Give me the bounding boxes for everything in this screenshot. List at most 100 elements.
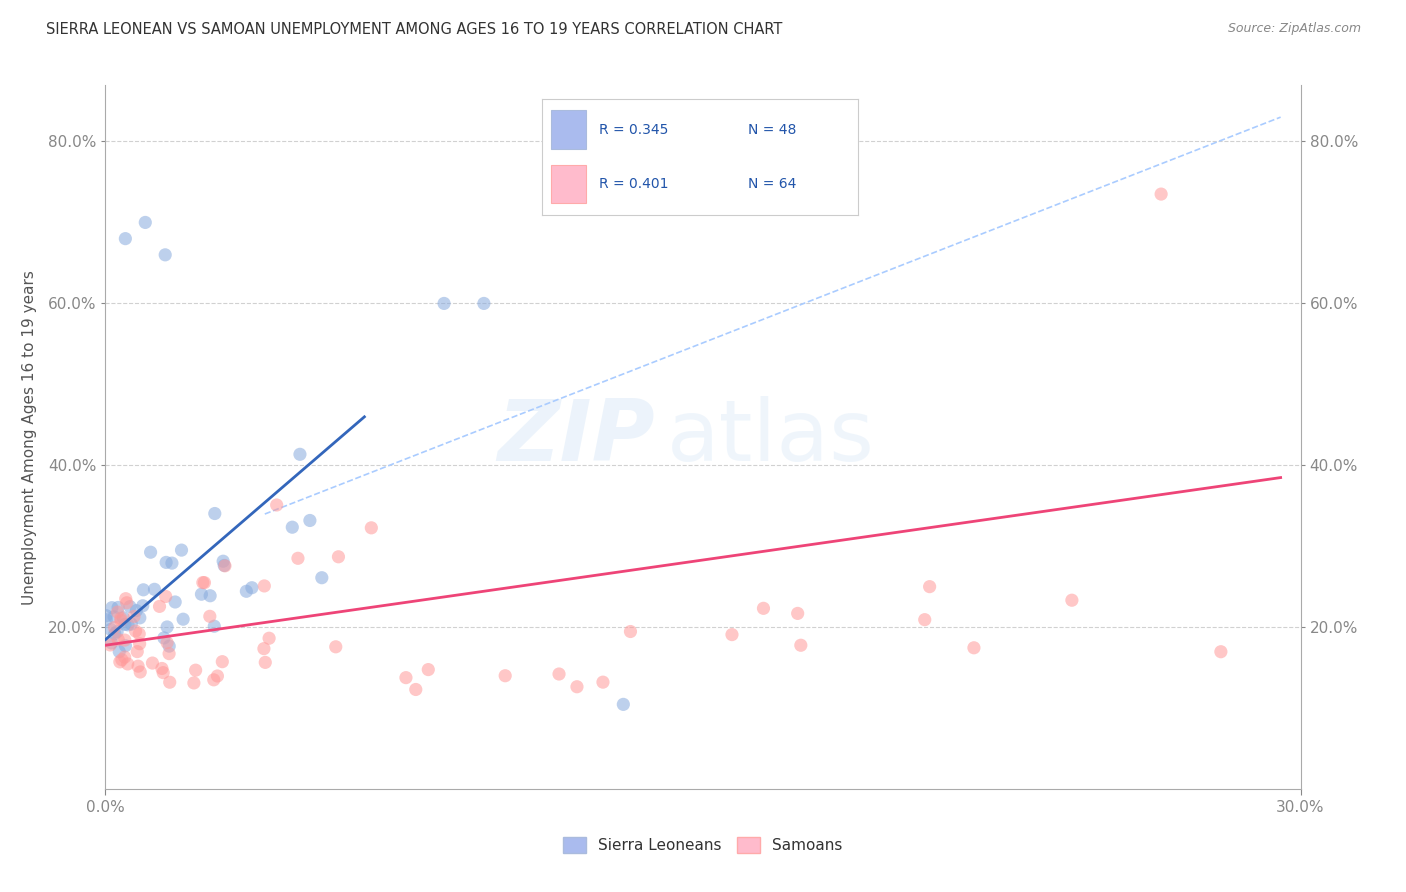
Point: [212, 558, 235, 573]
Point: [360, 521, 382, 535]
Point: [115, 596, 138, 610]
Point: [96, 613, 118, 627]
Point: [184, 663, 207, 677]
Point: [190, 587, 212, 601]
Point: [128, 637, 150, 651]
Point: [114, 633, 136, 648]
Point: [1060, 593, 1083, 607]
Point: [114, 232, 136, 246]
Point: [253, 641, 276, 656]
Point: [98, 638, 121, 652]
Text: atlas: atlas: [666, 395, 875, 479]
Point: [125, 604, 148, 618]
Point: [122, 609, 145, 624]
Point: [108, 645, 131, 659]
Point: [288, 447, 311, 461]
Point: [963, 640, 986, 655]
Point: [128, 627, 150, 641]
Point: [100, 623, 122, 637]
Point: [112, 611, 135, 625]
Point: [193, 575, 215, 590]
Point: [132, 599, 155, 613]
Point: [918, 580, 941, 594]
Point: [141, 656, 163, 670]
Point: [281, 520, 304, 534]
Point: [114, 639, 136, 653]
Point: [105, 624, 128, 639]
Point: [565, 680, 588, 694]
Point: [153, 631, 176, 645]
Point: [165, 595, 187, 609]
Point: [160, 556, 183, 570]
Point: [107, 600, 129, 615]
Point: [235, 584, 257, 599]
Point: [202, 619, 225, 633]
Point: [103, 609, 125, 624]
Point: [128, 611, 150, 625]
Point: [110, 613, 132, 627]
Point: [298, 514, 321, 528]
Text: Source: ZipAtlas.com: Source: ZipAtlas.com: [1227, 22, 1361, 36]
Point: [612, 698, 634, 712]
Point: [156, 620, 179, 634]
Point: [405, 682, 427, 697]
Point: [592, 675, 614, 690]
Point: [170, 543, 193, 558]
Point: [212, 554, 235, 568]
Point: [240, 581, 263, 595]
Point: [114, 650, 136, 665]
Point: [157, 639, 180, 653]
Point: [132, 582, 155, 597]
Point: [204, 507, 226, 521]
Point: [183, 676, 205, 690]
Point: [433, 296, 456, 310]
Point: [117, 657, 139, 671]
Point: [287, 551, 309, 566]
Point: [211, 655, 233, 669]
Point: [395, 671, 418, 685]
Point: [120, 617, 142, 632]
Point: [472, 296, 495, 310]
Point: [207, 669, 229, 683]
Point: [111, 653, 134, 667]
Point: [191, 575, 214, 590]
Point: [1209, 645, 1232, 659]
Point: [114, 591, 136, 606]
Point: [101, 600, 124, 615]
Y-axis label: Unemployment Among Ages 16 to 19 years: Unemployment Among Ages 16 to 19 years: [22, 269, 37, 605]
Point: [124, 624, 146, 638]
Point: [325, 640, 347, 654]
Point: [110, 611, 132, 625]
Point: [752, 601, 775, 615]
Point: [253, 579, 276, 593]
Point: [254, 656, 277, 670]
Text: SIERRA LEONEAN VS SAMOAN UNEMPLOYMENT AMONG AGES 16 TO 19 YEARS CORRELATION CHAR: SIERRA LEONEAN VS SAMOAN UNEMPLOYMENT AM…: [46, 22, 783, 37]
Point: [100, 636, 122, 650]
Point: [157, 647, 180, 661]
Point: [198, 589, 221, 603]
Point: [790, 638, 813, 652]
Legend: Sierra Leoneans, Samoans: Sierra Leoneans, Samoans: [557, 831, 849, 859]
Point: [721, 627, 744, 641]
Point: [96, 608, 118, 623]
Point: [328, 549, 350, 564]
Point: [139, 545, 162, 559]
Point: [150, 661, 173, 675]
Point: [156, 635, 179, 649]
Point: [104, 626, 127, 640]
Point: [148, 599, 170, 614]
Point: [159, 675, 181, 690]
Point: [155, 555, 177, 569]
Point: [118, 599, 141, 614]
Point: [311, 571, 333, 585]
Point: [108, 655, 131, 669]
Point: [257, 632, 280, 646]
Point: [114, 617, 136, 632]
Point: [786, 607, 808, 621]
Text: ZIP: ZIP: [498, 395, 655, 479]
Point: [153, 248, 177, 262]
Point: [143, 582, 166, 597]
Point: [127, 659, 149, 673]
Point: [155, 590, 177, 604]
Point: [107, 605, 129, 619]
